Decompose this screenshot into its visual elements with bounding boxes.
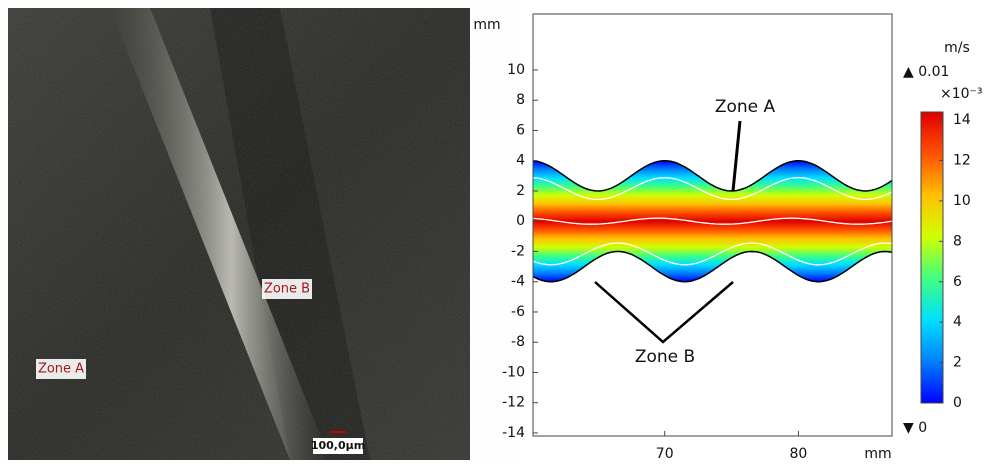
y-tick-label: -14: [502, 425, 525, 441]
y-tick-label: -8: [511, 334, 525, 350]
x-tick-label: 70: [656, 446, 674, 462]
streamline: [532, 217, 893, 225]
zone-label: Zone B: [264, 282, 310, 297]
colorbar-tick-label: 12: [953, 153, 971, 169]
y-tick-label: 8: [516, 92, 525, 108]
y-tick-label: -10: [502, 364, 525, 380]
colorbar-tick-label: 14: [953, 112, 971, 128]
x-tick-label: 80: [789, 446, 807, 462]
y-tick-label: -6: [511, 304, 525, 320]
y-unit: mm: [473, 17, 500, 33]
y-tick-label: 10: [507, 62, 525, 78]
colorbar: [920, 111, 944, 404]
x-unit: mm: [864, 446, 891, 462]
colorbar-tick-label: 10: [953, 193, 971, 209]
channel-wall: [532, 250, 893, 283]
annotation-line: [594, 281, 734, 344]
plot-frame: [532, 13, 893, 437]
colorbar-multiplier: ×10⁻³: [940, 86, 983, 102]
channel-wall: [532, 159, 893, 192]
annotation-line: [731, 120, 742, 192]
colorbar-tick-label: 2: [953, 355, 962, 371]
y-tick-label: -12: [502, 395, 525, 411]
streamline: [532, 177, 893, 201]
scale-bar: 100,0µm: [311, 439, 365, 452]
annotation: Zone A: [715, 97, 776, 117]
colorbar-tick-label: 0: [953, 395, 962, 411]
y-tick-label: 2: [516, 183, 525, 199]
colorbar-unit: m/s: [944, 40, 970, 56]
colorbar-min: ▼ 0: [903, 420, 927, 436]
colorbar-tick-label: 8: [953, 233, 962, 249]
y-tick-label: 4: [516, 153, 525, 169]
annotation: Zone B: [635, 347, 695, 367]
y-tick-label: -2: [511, 243, 525, 259]
y-tick-label: -4: [511, 274, 525, 290]
y-tick-label: 0: [516, 213, 525, 229]
streamline: [532, 242, 893, 266]
colorbar-max: ▲ 0.01: [903, 64, 949, 80]
zone-label: Zone A: [38, 362, 84, 377]
colorbar-tick-label: 4: [953, 314, 962, 330]
micrograph: Zone B Zone A 100,0µm: [8, 8, 470, 460]
y-tick-label: 6: [516, 122, 525, 138]
colorbar-tick-label: 6: [953, 274, 962, 290]
